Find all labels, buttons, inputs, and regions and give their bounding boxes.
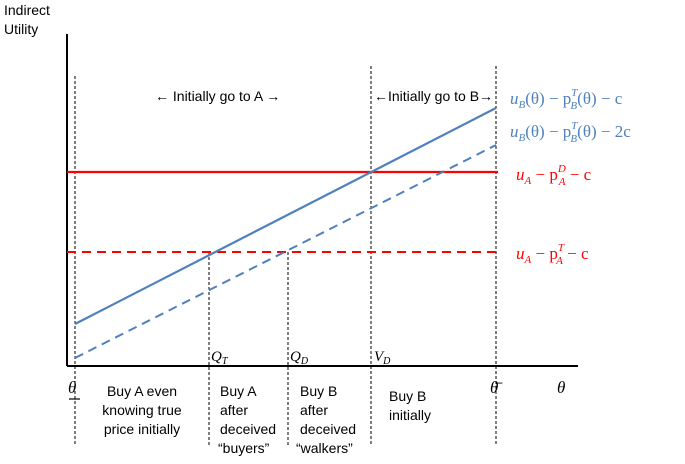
- region-buy-a-after-deceived: Buy A after deceived “buyers”: [218, 383, 276, 456]
- blue-solid-line: [74, 107, 497, 325]
- y-axis-label-line1: Indirect: [4, 2, 50, 18]
- x-axis-label: θ: [557, 378, 565, 397]
- theta-low-label: θ: [68, 378, 76, 397]
- region-buy-b-after-deceived: Buy B after deceived “walkers”: [296, 383, 356, 456]
- region-line: initially: [389, 407, 431, 423]
- formula-blue-solid: uB(θ) − pT B(θ) − c: [510, 87, 623, 112]
- y-axis-label-line2: Utility: [4, 21, 38, 37]
- region-line: price initially: [104, 421, 180, 437]
- blue-dashed-line: [74, 144, 497, 359]
- formula-blue-dashed: uB(θ) − pT B(θ) − 2c: [510, 120, 631, 145]
- region-line: Buy B: [389, 388, 426, 404]
- region-line: after: [300, 402, 328, 418]
- tick-vd: VD: [374, 349, 391, 367]
- formula-red-solid: uA − pD A − c: [516, 163, 592, 188]
- region-buy-b-initially: Buy B initially: [389, 388, 431, 423]
- formula-red-dashed: uA − pT A − c: [516, 242, 589, 267]
- region-line: Buy A even: [107, 383, 177, 399]
- region-line: deceived: [300, 421, 356, 437]
- region-line: “walkers”: [296, 440, 353, 456]
- tick-qd: QD: [290, 349, 309, 367]
- region-line: knowing true: [102, 402, 182, 418]
- initially-go-to-b-label: ←Initially go to B→: [374, 88, 493, 104]
- region-line: deceived: [220, 421, 276, 437]
- initially-go-to-a-label: ← Initially go to A →: [155, 88, 280, 104]
- region-buy-a-even: Buy A even knowing true price initially: [102, 383, 182, 437]
- theta-high-label: θ̄: [490, 378, 503, 397]
- region-line: Buy A: [220, 383, 257, 399]
- region-line: after: [220, 402, 248, 418]
- tick-qt: QT: [211, 349, 229, 367]
- region-line: “buyers”: [218, 440, 270, 456]
- region-line: Buy B: [300, 383, 337, 399]
